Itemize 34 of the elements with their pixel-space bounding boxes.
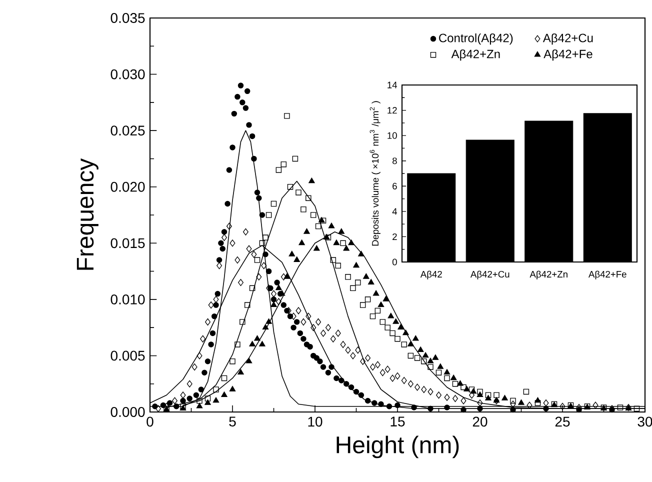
x-tick-label: 0 xyxy=(146,416,154,427)
x-tick-label: 20 xyxy=(472,416,488,427)
x-tick-label: 10 xyxy=(308,416,322,427)
y-axis-title: Frequency xyxy=(76,158,98,270)
legend-label: Aβ42+Cu xyxy=(542,33,593,45)
x-tick-label: 15 xyxy=(390,416,405,426)
x-tick-label: 25 xyxy=(555,416,570,427)
y-tick-label: 0.015 xyxy=(110,238,145,248)
y-tick-label: 0.035 xyxy=(110,13,145,23)
x-tick-label: 30 xyxy=(638,416,652,427)
y-tick-label: 6 xyxy=(392,182,397,190)
legend-label: Aβ42+Fe xyxy=(544,49,592,61)
x-tick-label: Aβ42+Cu xyxy=(470,270,510,280)
y-tick-label: 4 xyxy=(392,208,398,215)
legend-label: Control(Aβ42) xyxy=(439,33,513,45)
y-tick-label: 0 xyxy=(392,258,397,266)
y-tick-label: 2 xyxy=(392,233,397,240)
x-tick-label: Aβ42 xyxy=(420,270,442,280)
x-tick-label: 5 xyxy=(229,416,236,426)
y-tick-label: 0.025 xyxy=(110,126,145,136)
y-tick-label: 0.020 xyxy=(110,182,145,192)
y-tick-label: 0.005 xyxy=(110,350,145,361)
y-tick-label: 0.000 xyxy=(110,407,145,417)
y-tick-label: 14 xyxy=(388,82,398,88)
y-axis-title: Deposits volume ( ×10$^{6}$ nm$^{3}$ /μm$^{2}$ ) xyxy=(370,101,380,246)
y-tick-label: 0.030 xyxy=(110,69,145,80)
x-tick-label: Aβ42+Zn xyxy=(530,270,568,280)
y-tick-label: 12 xyxy=(388,107,397,114)
x-tick-label: Aβ42+Fe xyxy=(588,270,626,280)
x-axis-title: Height (nm) xyxy=(336,436,459,458)
y-tick-label: 8 xyxy=(392,158,397,164)
y-tick-label: 10 xyxy=(388,132,397,139)
y-tick-label: 0.010 xyxy=(110,294,145,304)
legend-label: Aβ42+Zn xyxy=(451,49,500,61)
